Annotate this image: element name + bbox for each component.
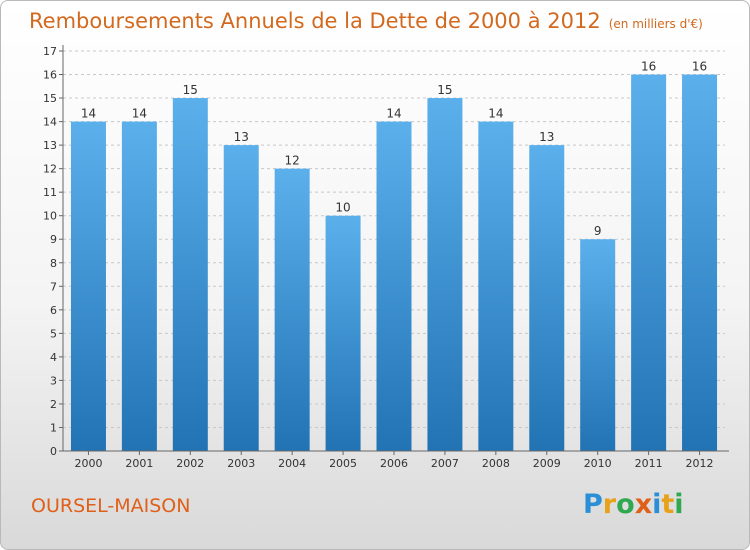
bar <box>529 145 565 451</box>
data-label: 13 <box>234 130 249 144</box>
y-tick-label: 12 <box>43 163 57 176</box>
x-tick-label: 2003 <box>227 457 255 470</box>
data-label: 16 <box>641 60 656 74</box>
bar <box>223 145 259 451</box>
data-label: 12 <box>285 154 300 168</box>
data-label: 14 <box>386 107 401 121</box>
y-tick-label: 8 <box>50 257 57 270</box>
y-tick-label: 14 <box>43 116 57 129</box>
x-tick-label: 2011 <box>635 457 663 470</box>
logo-letter: r <box>602 489 617 520</box>
y-tick-label: 1 <box>50 421 57 434</box>
x-tick-label: 2001 <box>125 457 153 470</box>
bar <box>325 215 361 451</box>
logo-letter: o <box>616 489 635 520</box>
bar <box>121 121 157 452</box>
bar <box>580 239 616 451</box>
logo-letter: x <box>634 489 653 520</box>
y-tick-label: 2 <box>50 398 57 411</box>
y-tick-label: 17 <box>43 45 57 58</box>
proxiti-logo: Proxiti <box>583 489 684 520</box>
data-label: 13 <box>539 130 554 144</box>
y-tick-label: 11 <box>43 186 57 199</box>
x-tick-label: 2010 <box>584 457 612 470</box>
bar <box>427 98 463 451</box>
data-label: 10 <box>335 201 350 215</box>
bar <box>274 168 310 451</box>
y-tick-label: 7 <box>50 280 57 293</box>
y-tick-label: 15 <box>43 92 57 105</box>
place-name: OURSEL-MAISON <box>31 495 191 517</box>
logo-letter: t <box>661 489 675 520</box>
logo-letter: i <box>652 489 662 520</box>
x-tick-label: 2012 <box>686 457 714 470</box>
x-tick-label: 2007 <box>431 457 459 470</box>
data-label: 15 <box>183 83 198 97</box>
bar <box>682 74 718 451</box>
chart-title-text: Remboursements Annuels de la Dette de 20… <box>29 9 601 33</box>
x-tick-label: 2009 <box>533 457 561 470</box>
data-label: 15 <box>437 83 452 97</box>
bar <box>70 121 106 452</box>
logo-letter: i <box>674 489 684 520</box>
chart-unit-text: (en milliers d'€) <box>608 17 703 31</box>
x-tick-label: 2002 <box>176 457 204 470</box>
y-tick-label: 4 <box>50 351 57 364</box>
x-axis-ticks: 2000 2001 2002 2003 2004 2005 2006 2007 2008 2009… <box>74 451 714 470</box>
y-tick-label: 13 <box>43 139 57 152</box>
logo-letter: P <box>583 489 603 520</box>
y-tick-label: 9 <box>50 233 57 246</box>
data-label: 16 <box>692 60 707 74</box>
bar <box>631 74 667 451</box>
x-tick-label: 2000 <box>74 457 102 470</box>
x-tick-label: 2008 <box>482 457 510 470</box>
x-tick-label: 2004 <box>278 457 306 470</box>
y-tick-label: 6 <box>50 304 57 317</box>
y-tick-label: 3 <box>50 374 57 387</box>
y-tick-label: 10 <box>43 210 57 223</box>
data-labels: 14 14 15 13 12 10 14 15 14 13 9 16 16 <box>81 60 707 239</box>
x-tick-label: 2005 <box>329 457 357 470</box>
bar <box>376 121 412 452</box>
y-tick-label: 5 <box>50 327 57 340</box>
y-tick-label: 0 <box>50 445 57 458</box>
x-tick-label: 2006 <box>380 457 408 470</box>
data-label: 14 <box>132 107 147 121</box>
chart-title: Remboursements Annuels de la Dette de 20… <box>29 9 703 33</box>
data-label: 14 <box>488 107 503 121</box>
data-label: 9 <box>594 224 602 238</box>
bar <box>478 121 514 452</box>
y-tick-label: 16 <box>43 69 57 82</box>
bars <box>70 74 718 452</box>
axes <box>62 45 729 452</box>
bar <box>172 98 208 451</box>
data-label: 14 <box>81 107 96 121</box>
